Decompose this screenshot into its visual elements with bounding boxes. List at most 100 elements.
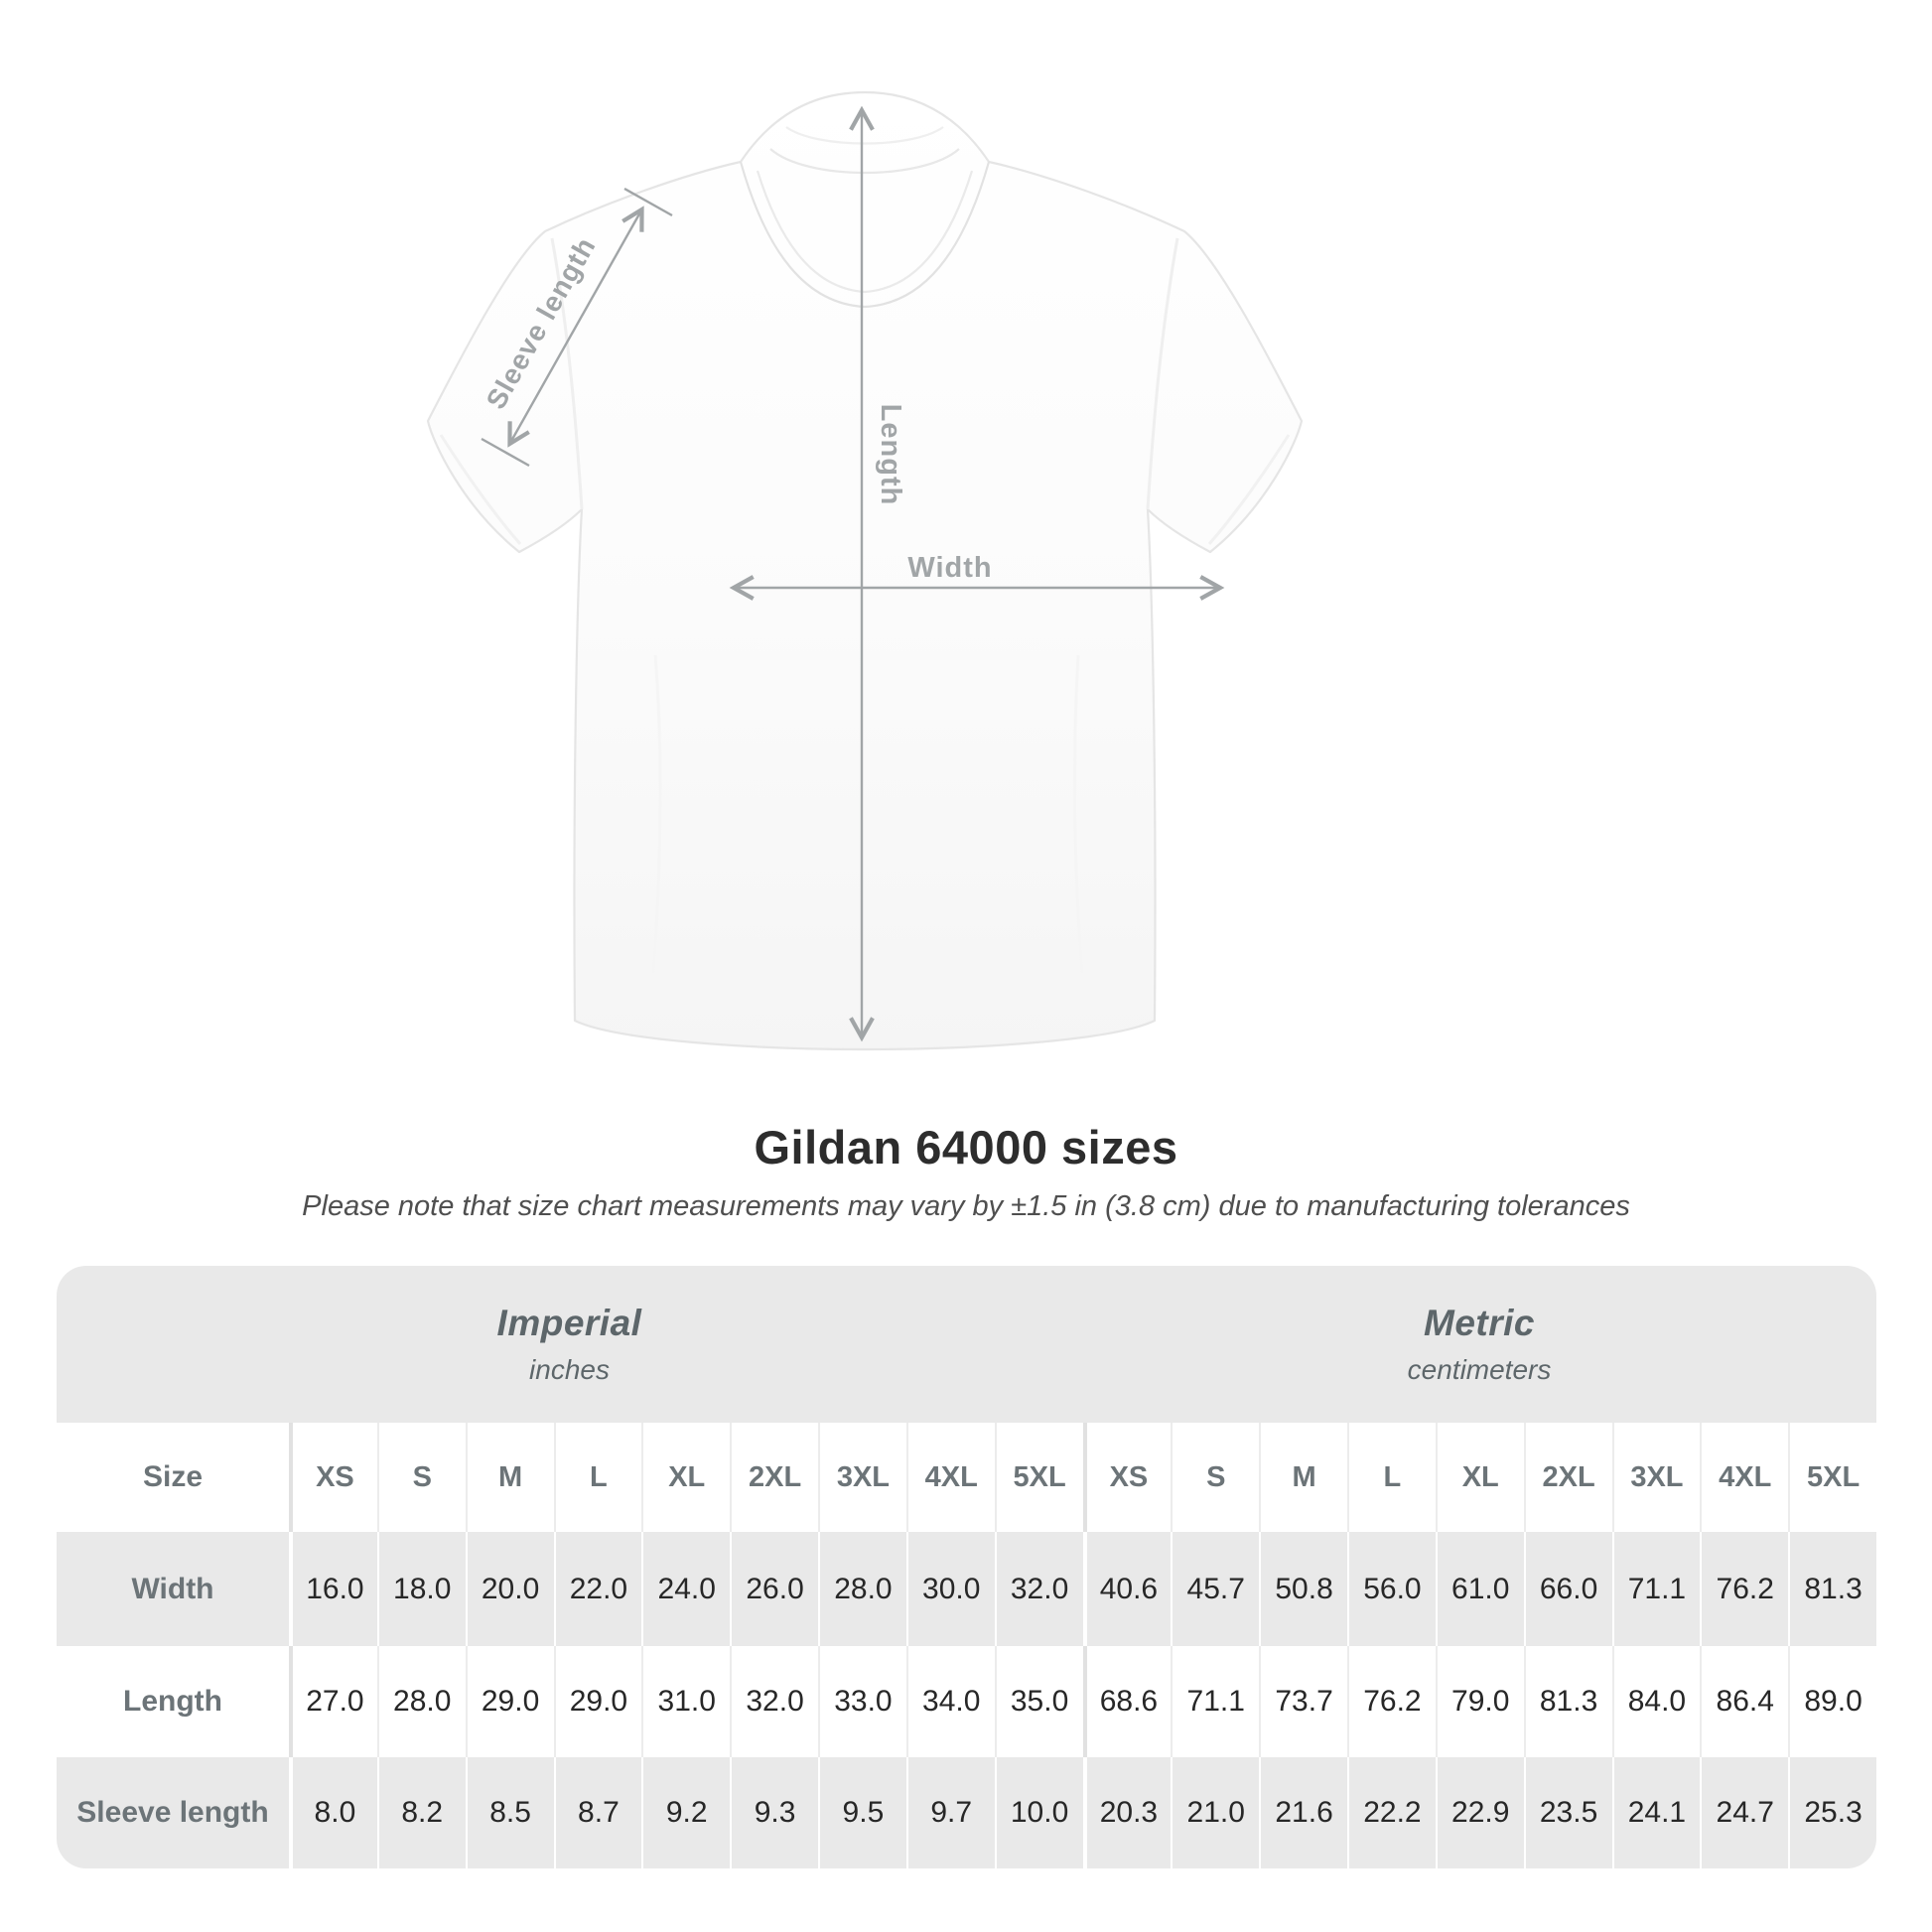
tshirt-measurement-diagram: Sleeve length Length Width [426,90,1304,1051]
row-label-length: Length [123,1685,222,1718]
width-metric-2xl: 66.0 [1523,1532,1612,1646]
length-imperial-3xl: 33.0 [818,1646,906,1757]
page-subtitle: Please note that size chart measurements… [302,1190,1630,1222]
size-header-imperial-xl: XL [641,1423,730,1532]
sleeve-length-imperial-m: 8.5 [465,1757,554,1868]
size-header-row: Size XS S M L XL 2XL 3XL 4XL 5XL XS S M L XL 2XL 3XL 4XL… [57,1423,1876,1532]
size-header-metric-4xl: 4XL [1700,1423,1788,1532]
size-header-metric-3xl: 3XL [1611,1423,1701,1532]
width-metric-5xl: 81.3 [1788,1532,1876,1646]
metric-title: Metric [1424,1303,1535,1343]
sleeve-length-metric-2xl: 23.5 [1523,1757,1612,1868]
size-header-metric-2xl: 2XL [1523,1423,1612,1532]
length-imperial-4xl: 34.0 [905,1646,995,1757]
length-metric-m: 73.7 [1259,1646,1347,1757]
sleeve-length-metric-s: 21.0 [1171,1757,1259,1868]
sleeve-length-metric-xs: 20.3 [1082,1757,1172,1868]
sleeve-arrow-cap-bottom [481,437,530,468]
sleeve-length-imperial-5xl: 10.0 [994,1757,1083,1868]
length-imperial-m: 29.0 [465,1646,554,1757]
length-metric-4xl: 86.4 [1700,1646,1788,1757]
width-metric-l: 56.0 [1347,1532,1436,1646]
sleeve-length-metric-4xl: 24.7 [1700,1757,1788,1868]
length-imperial-xs: 27.0 [289,1646,377,1757]
size-header-imperial-s: S [376,1423,466,1532]
width-metric-xl: 61.0 [1435,1532,1524,1646]
width-imperial-m: 20.0 [465,1532,554,1646]
length-metric-l: 76.2 [1347,1646,1436,1757]
size-header-metric-5xl: 5XL [1788,1423,1876,1532]
size-header-metric-xl: XL [1435,1423,1524,1532]
size-header-imperial-3xl: 3XL [818,1423,906,1532]
length-imperial-xl: 31.0 [641,1646,730,1757]
sleeve-length-imperial-l: 8.7 [553,1757,642,1868]
size-header-imperial-xs: XS [289,1423,377,1532]
size-header-imperial-m: M [465,1423,554,1532]
length-metric-xs: 68.6 [1082,1646,1172,1757]
unit-group-header-row: Imperial inches Metric centimeters [57,1266,1876,1423]
imperial-group-header: Imperial inches [57,1266,1082,1423]
sleeve-length-imperial-xl: 9.2 [641,1757,730,1868]
sleeve-length-imperial-xs: 8.0 [289,1757,377,1868]
table-row-width: Width 16.0 18.0 20.0 22.0 24.0 26.0 28.0 30.0 32… [57,1532,1876,1646]
heading-block: Gildan 64000 sizes Please note that size… [0,1120,1932,1223]
length-metric-s: 71.1 [1171,1646,1259,1757]
sleeve-length-metric-xl: 22.9 [1435,1757,1524,1868]
width-imperial-xl: 24.0 [641,1532,730,1646]
width-metric-s: 45.7 [1171,1532,1259,1646]
sleeve-length-metric-5xl: 25.3 [1788,1757,1876,1868]
length-imperial-2xl: 32.0 [730,1646,818,1757]
width-metric-m: 50.8 [1259,1532,1347,1646]
size-header-metric-l: L [1347,1423,1436,1532]
width-imperial-5xl: 32.0 [994,1532,1083,1646]
length-metric-xl: 79.0 [1435,1646,1524,1757]
tshirt-graphic [426,90,1304,1051]
sleeve-arrow-cap-top [623,187,673,217]
sleeve-length-imperial-s: 8.2 [376,1757,466,1868]
width-imperial-xs: 16.0 [289,1532,377,1646]
tshirt-diagram-svg: Sleeve length Length Width [426,90,1304,1051]
table-row-length: Length 27.0 28.0 29.0 29.0 31.0 32.0 33.0 34.0 3… [57,1646,1876,1757]
length-metric-2xl: 81.3 [1523,1646,1612,1757]
table-row-sleeve-length: Sleeve length 8.0 8.2 8.5 8.7 9.2 9.3 9.5 9.7 10… [57,1757,1876,1868]
size-table: Imperial inches Metric centimeters Size … [57,1266,1876,1868]
size-header-metric-m: M [1259,1423,1347,1532]
size-header-imperial-4xl: 4XL [905,1423,995,1532]
length-metric-5xl: 89.0 [1788,1646,1876,1757]
width-imperial-3xl: 28.0 [818,1532,906,1646]
sleeve-length-arrow [507,206,644,448]
sleeve-length-metric-l: 22.2 [1347,1757,1436,1868]
width-metric-4xl: 76.2 [1700,1532,1788,1646]
size-header-imperial-l: L [553,1423,642,1532]
size-header-metric-xs: XS [1082,1423,1172,1532]
row-label-width: Width [131,1572,214,1605]
metric-unit: centimeters [1407,1354,1552,1385]
width-imperial-s: 18.0 [376,1532,466,1646]
length-label: Length [875,404,906,506]
sleeve-length-metric-m: 21.6 [1259,1757,1347,1868]
width-imperial-2xl: 26.0 [730,1532,818,1646]
measurement-annotations [481,105,1225,1042]
row-label-sleeve-length: Sleeve length [76,1796,269,1829]
page-title: Gildan 64000 sizes [754,1121,1178,1173]
width-label: Width [907,552,992,584]
size-corner-label: Size [142,1460,204,1493]
sleeve-length-imperial-2xl: 9.3 [730,1757,818,1868]
imperial-title: Imperial [496,1303,642,1343]
sleeve-length-metric-3xl: 24.1 [1611,1757,1701,1868]
length-metric-3xl: 84.0 [1611,1646,1701,1757]
width-imperial-4xl: 30.0 [905,1532,995,1646]
size-header-imperial-5xl: 5XL [994,1423,1083,1532]
metric-group-header: Metric centimeters [1082,1266,1876,1423]
imperial-unit: inches [529,1354,610,1385]
length-imperial-l: 29.0 [553,1646,642,1757]
width-metric-xs: 40.6 [1082,1532,1172,1646]
length-imperial-5xl: 35.0 [994,1646,1083,1757]
length-imperial-s: 28.0 [376,1646,466,1757]
sleeve-length-imperial-4xl: 9.7 [905,1757,995,1868]
width-imperial-l: 22.0 [553,1532,642,1646]
width-metric-3xl: 71.1 [1611,1532,1701,1646]
size-header-metric-s: S [1171,1423,1259,1532]
sleeve-length-imperial-3xl: 9.5 [818,1757,906,1868]
